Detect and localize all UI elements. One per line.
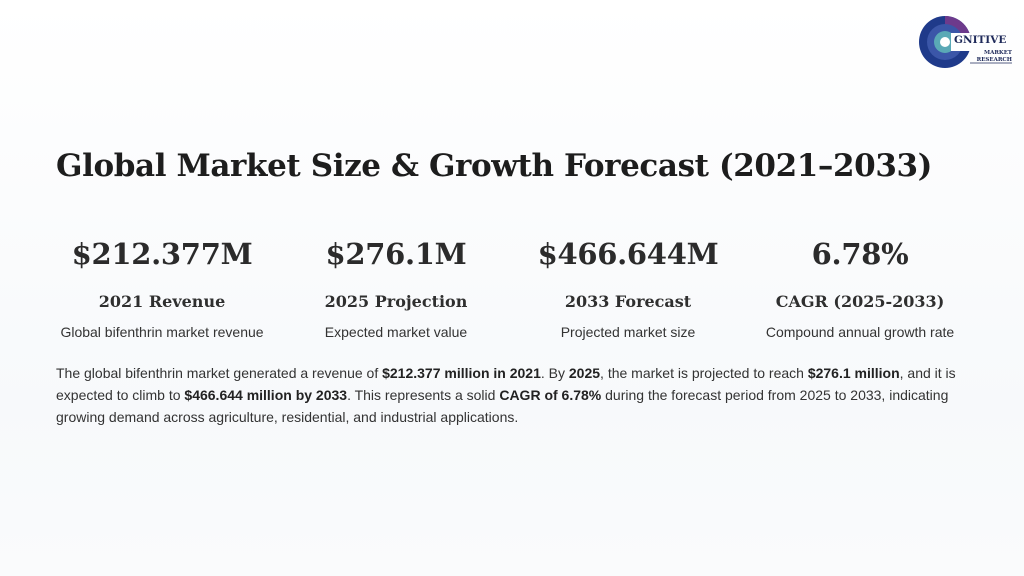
logo-icon: GNITIVE MARKET RESEARCH [919,16,1013,68]
summary-text: , the market is projected to reach [600,365,808,381]
stat-value: $466.644M [537,237,719,271]
summary-highlight: $212.377 million in 2021 [382,365,541,381]
stat-label: 2033 Forecast [564,292,692,311]
summary-highlight: $276.1 million [807,365,900,381]
logo-gap [951,33,973,51]
summary-paragraph: The global bifenthrin market generated a… [56,362,968,428]
stat-value: $212.377M [71,237,253,271]
logo-word: GNITIVE [954,34,1006,46]
stat-label: 2021 Revenue [98,292,226,311]
stat-description: Global bifenthrin market revenue [60,324,264,340]
page-title: Global Market Size & Growth Forecast (20… [56,148,932,184]
logo-line-market: MARKET [984,50,1013,56]
stat-2021-revenue: $212.377M 2021 Revenue Global bifenthrin… [32,232,292,342]
logo-center [940,37,950,47]
stats-row: $212.377M 2021 Revenue Global bifenthrin… [40,232,1016,352]
stat-label: CAGR (2025-2033) [775,292,945,311]
logo-line-research: RESEARCH [977,57,1012,63]
stat-2033-forecast: $466.644M 2033 Forecast Projected market… [498,232,758,342]
summary-text: , and it is expected to climb to [56,365,956,403]
stat-value: 6.78% [811,237,909,271]
summary-text: . This represents a solid [347,387,500,403]
stat-description: Expected market value [324,324,468,340]
stat-description: Compound annual growth rate [765,324,955,340]
stat-label: 2025 Projection [324,292,468,311]
summary-highlight: 2025 [568,365,601,381]
summary-text: The global bifenthrin market generated a… [56,365,383,381]
summary-text: during the forecast period from 2025 to … [56,387,949,425]
summary-highlight: $466.644 million by 2033 [184,387,348,403]
stat-cagr: 6.78% CAGR (2025-2033) Compound annual g… [730,232,990,342]
stat-2025-projection: $276.1M 2025 Projection Expected market … [266,232,526,342]
company-logo: GNITIVE MARKET RESEARCH [918,13,1014,71]
summary-text: . By [540,365,569,381]
summary-highlight: CAGR of 6.78% [499,387,602,403]
stat-value: $276.1M [325,237,467,271]
stat-description: Projected market size [560,324,696,340]
